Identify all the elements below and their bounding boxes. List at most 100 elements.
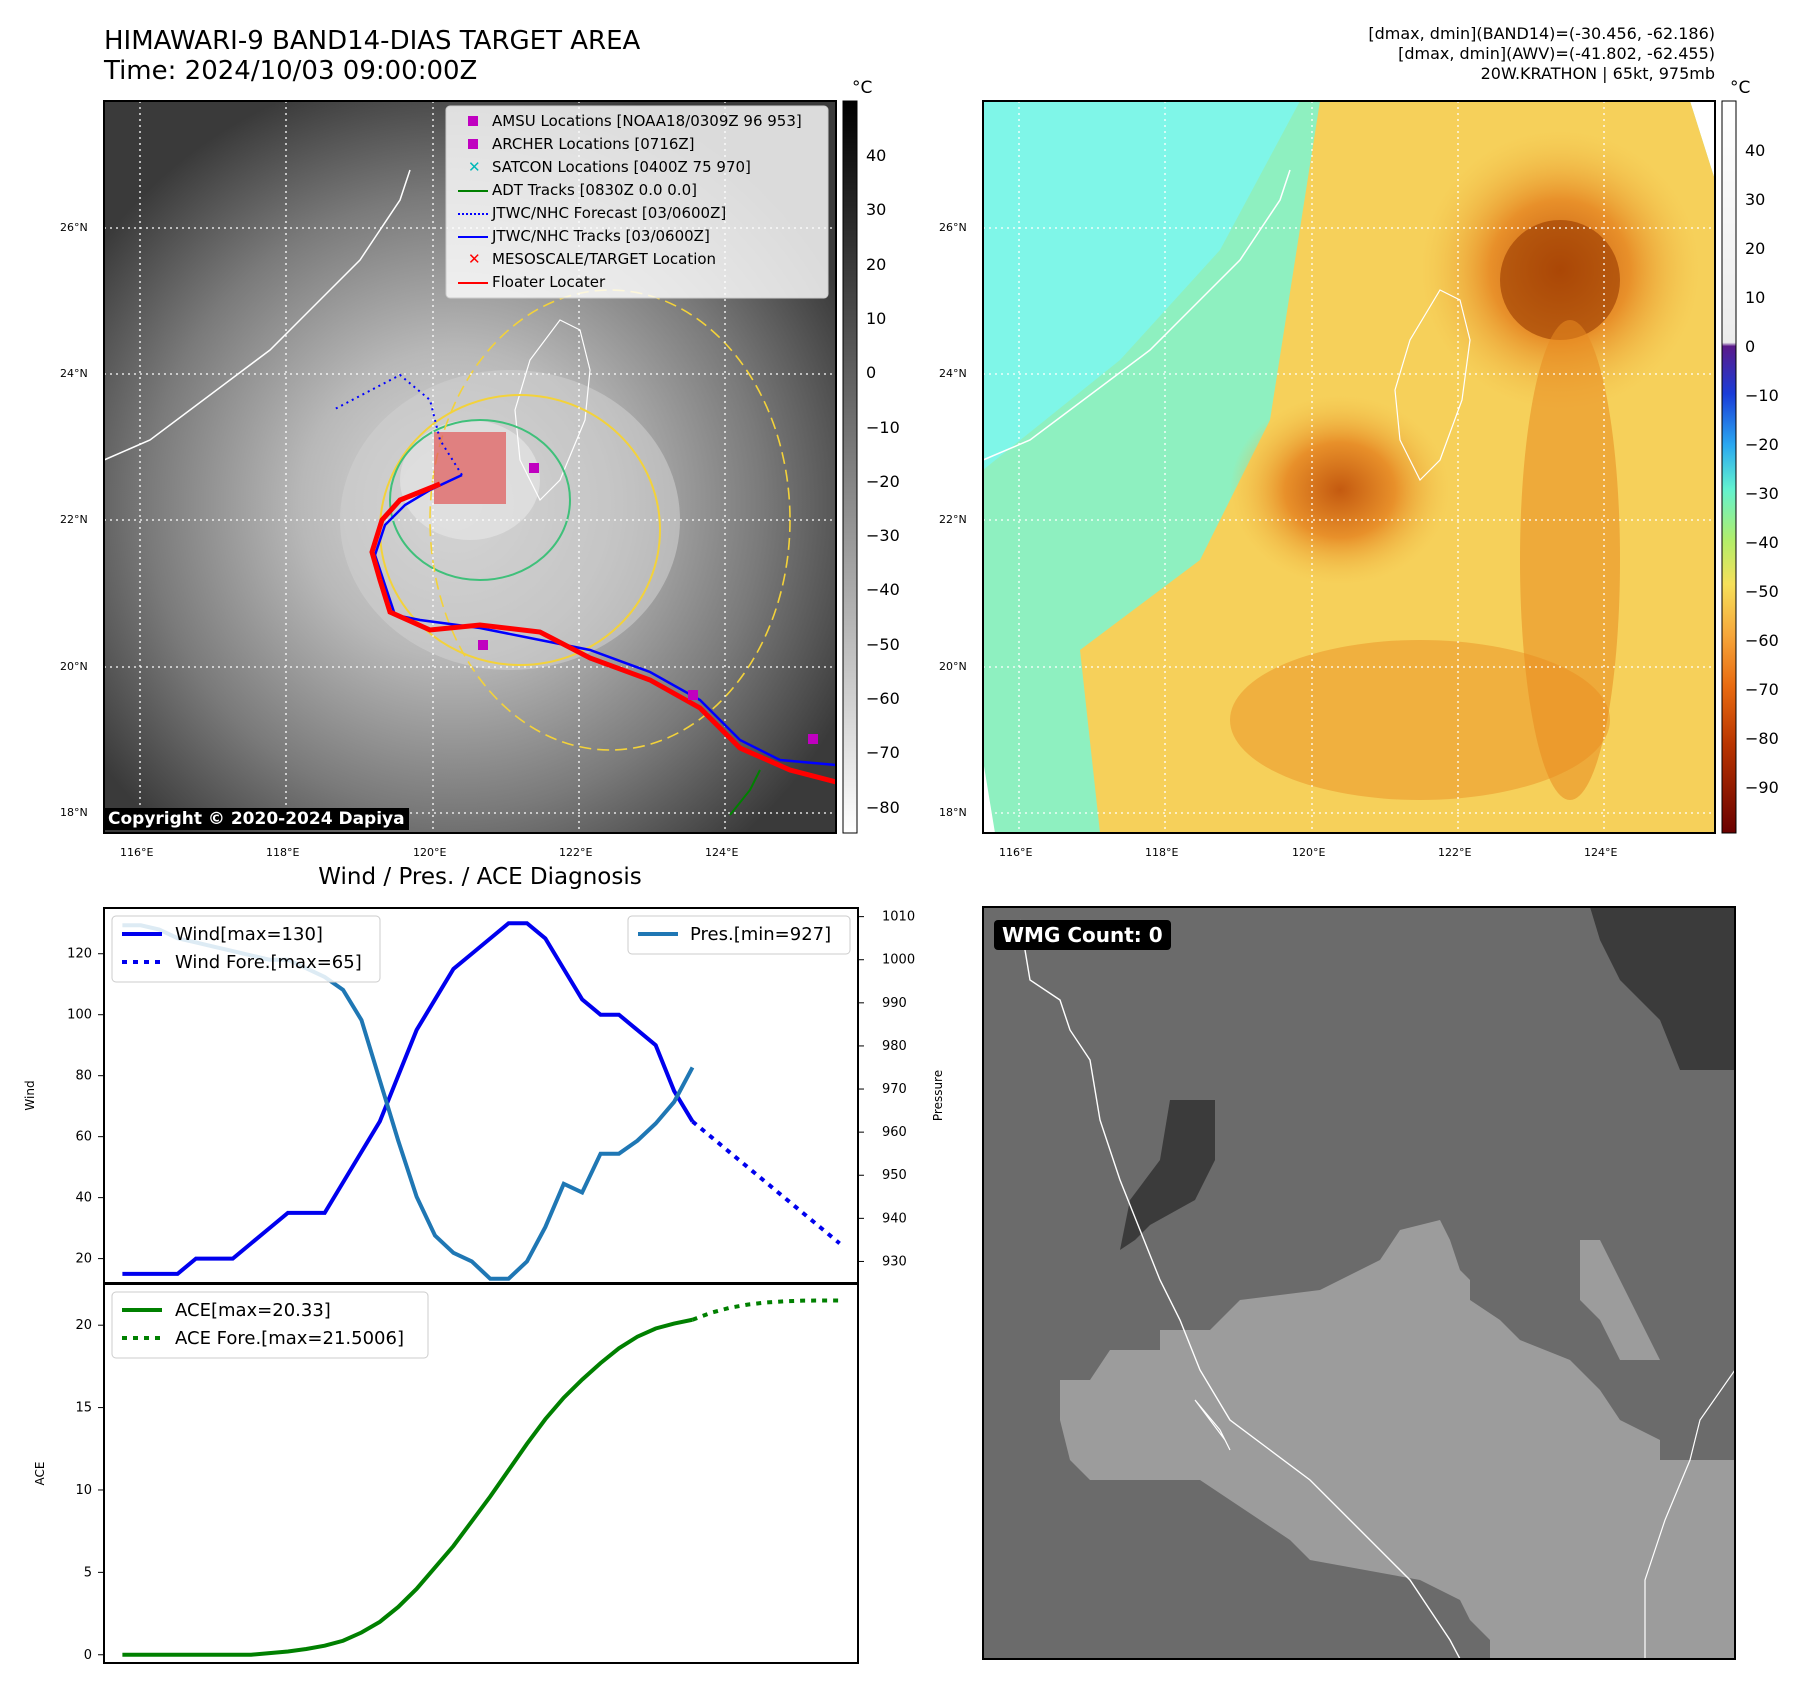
y-axis-label: ACE bbox=[33, 1462, 47, 1486]
lat-label: 24°N bbox=[939, 367, 967, 380]
legend-box bbox=[627, 915, 851, 955]
legend-floater: Floater Locater bbox=[492, 273, 606, 291]
y2-tick-label: 1010 bbox=[882, 910, 915, 925]
legend-mesoscale: MESOSCALE/TARGET Location bbox=[492, 250, 717, 268]
y-tick-label: 40 bbox=[75, 1191, 92, 1206]
colorbar-tick: 40 bbox=[1745, 141, 1766, 160]
colorbar-tick: −10 bbox=[866, 417, 900, 437]
colorbar-tick: −50 bbox=[1745, 582, 1779, 601]
y2-tick-label: 990 bbox=[882, 996, 907, 1011]
lat-label: 20°N bbox=[60, 660, 88, 673]
y-tick-label: 15 bbox=[75, 1401, 92, 1416]
y2-axis-label: Pressure bbox=[931, 1070, 945, 1121]
lat-label: 26°N bbox=[60, 221, 88, 234]
legend-label: Pres.[min=927] bbox=[690, 924, 831, 945]
legend-box bbox=[111, 1291, 429, 1359]
lon-label: 120°E bbox=[1292, 846, 1326, 859]
legend-label: ACE[max=20.33] bbox=[175, 1300, 331, 1321]
map-legend-items: AMSU Locations [NOAA18/0309Z 96 953] ARC… bbox=[452, 112, 822, 292]
colorbar-unit: °C bbox=[852, 78, 873, 98]
y-tick-label: 60 bbox=[75, 1130, 92, 1145]
colorbar-tick: −60 bbox=[866, 689, 900, 708]
colorbar-tick: −90 bbox=[1745, 778, 1779, 797]
y-tick-label: 80 bbox=[75, 1069, 92, 1084]
colorbar-tick: −80 bbox=[866, 797, 900, 817]
wmg-count-badge: WMG Count: 0 bbox=[994, 920, 1171, 950]
legend-label: Wind[max=130] bbox=[175, 924, 323, 945]
series-line bbox=[691, 1298, 840, 1322]
diagnosis-title: Wind / Pres. / ACE Diagnosis bbox=[318, 864, 642, 890]
colorbar-tick: 10 bbox=[1745, 288, 1766, 307]
copyright-badge: Copyright © 2020-2024 Dapiya bbox=[104, 808, 409, 830]
lat-label: 22°N bbox=[939, 513, 967, 526]
y2-tick-label: 980 bbox=[882, 1039, 907, 1054]
y-tick-label: 10 bbox=[75, 1483, 92, 1498]
colorbar-tick: 20 bbox=[1745, 239, 1766, 258]
lon-label: 124°E bbox=[705, 846, 739, 859]
wmg-map bbox=[983, 907, 1735, 1659]
band14-range-info: [dmax, dmin](BAND14)=(-30.456, -62.186) bbox=[1368, 24, 1715, 43]
ace-chart: 0 5 10 15 20 ACE ACE[max=20.33] ACE Fore.[max=2… bbox=[33, 1283, 859, 1664]
legend-box bbox=[111, 915, 381, 983]
jtwc-track bbox=[373, 473, 836, 767]
colorbar-tick: 10 bbox=[866, 308, 887, 328]
y2-tick-label: 1000 bbox=[882, 953, 915, 968]
y2-tick-label: 930 bbox=[882, 1254, 907, 1269]
archer-point bbox=[478, 640, 488, 650]
floater-track bbox=[369, 481, 836, 785]
legend-archer: ARCHER Locations [0716Z] bbox=[492, 135, 695, 153]
colorbar-tick: −60 bbox=[1745, 631, 1779, 650]
lat-label: 18°N bbox=[939, 806, 967, 819]
archer-point bbox=[808, 734, 818, 744]
archer-point bbox=[688, 690, 698, 700]
y2-tick-label: 970 bbox=[882, 1082, 907, 1097]
colorbar-tick: −40 bbox=[866, 580, 900, 600]
adt-track bbox=[729, 769, 761, 816]
colorbar-tick: 40 bbox=[866, 146, 887, 165]
y-tick-label: 0 bbox=[84, 1648, 92, 1663]
legend-label: Wind Fore.[max=65] bbox=[175, 952, 362, 973]
y-tick-label: 20 bbox=[75, 1318, 92, 1333]
y-tick-label: 20 bbox=[75, 1252, 92, 1267]
map-legend bbox=[445, 105, 829, 299]
lon-label: 124°E bbox=[1584, 846, 1618, 859]
y-tick-label: 120 bbox=[67, 947, 92, 962]
chart-title: HIMAWARI-9 BAND14-DIAS TARGET AREA bbox=[104, 26, 641, 56]
legend-satcon: SATCON Locations [0400Z 75 970] bbox=[492, 158, 751, 176]
lon-label: 118°E bbox=[1145, 846, 1179, 859]
series-line bbox=[122, 921, 695, 1276]
storm-info: 20W.KRATHON | 65kt, 975mb bbox=[1480, 64, 1715, 83]
awv-map bbox=[983, 101, 1715, 833]
awv-range-info: [dmax, dmin](AWV)=(-41.802, -62.455) bbox=[1398, 44, 1715, 63]
series-line bbox=[122, 1317, 693, 1657]
colorbar-tick: 30 bbox=[866, 200, 887, 220]
colorbar-tick: 0 bbox=[866, 363, 877, 383]
colorbar-tick: 20 bbox=[866, 254, 887, 274]
colorbar-band14 bbox=[842, 100, 858, 834]
lon-label: 118°E bbox=[266, 846, 300, 859]
lon-label: 116°E bbox=[120, 846, 154, 859]
y2-tick-label: 960 bbox=[882, 1125, 907, 1140]
plot-frame bbox=[103, 1283, 859, 1664]
lat-label: 24°N bbox=[60, 367, 88, 380]
colorbar-tick: −30 bbox=[866, 526, 900, 546]
lon-label: 120°E bbox=[413, 846, 447, 859]
legend-adt: ADT Tracks [0830Z 0.0 0.0] bbox=[492, 181, 697, 199]
lon-label: 116°E bbox=[999, 846, 1033, 859]
wmg-frame bbox=[982, 906, 1736, 1660]
colorbar-unit: °C bbox=[1730, 78, 1751, 98]
lon-label: 122°E bbox=[1438, 846, 1472, 859]
right-map-frame bbox=[982, 100, 1716, 834]
colorbar-tick: 0 bbox=[1745, 337, 1756, 356]
colorbar-tick: −80 bbox=[1745, 729, 1779, 748]
legend-label: ACE Fore.[max=21.5006] bbox=[175, 1328, 404, 1349]
chart-time: Time: 2024/10/03 09:00:00Z bbox=[104, 56, 478, 86]
colorbar-tick: −20 bbox=[866, 471, 900, 491]
legend-jtwc-tracks: JTWC/NHC Tracks [03/0600Z] bbox=[492, 227, 710, 245]
lon-label: 122°E bbox=[559, 846, 593, 859]
legend-amsu: AMSU Locations [NOAA18/0309Z 96 953] bbox=[492, 112, 802, 130]
colorbar-tick: −20 bbox=[1745, 435, 1779, 454]
amsu-point bbox=[529, 463, 539, 473]
colorbar-tick: −70 bbox=[866, 743, 900, 763]
